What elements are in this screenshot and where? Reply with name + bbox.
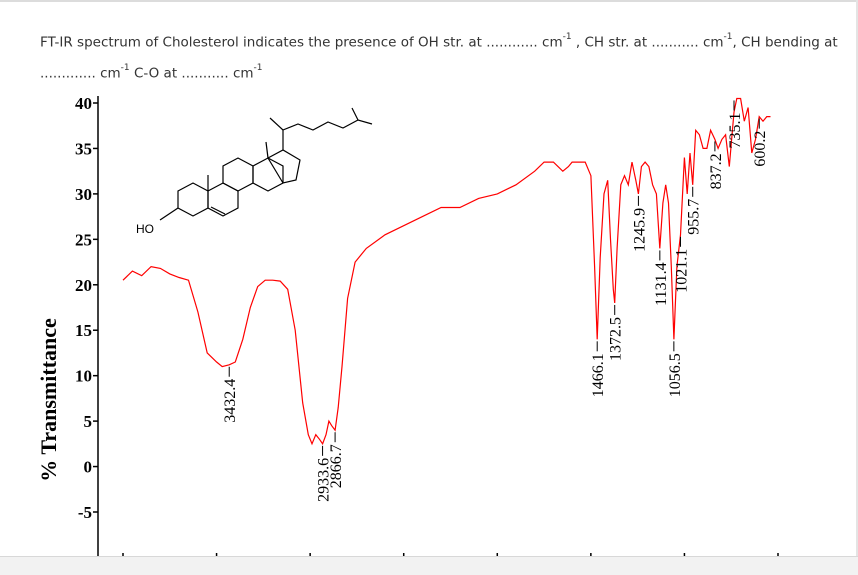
question-text: FT-IR spectrum of Cholesterol indicates … xyxy=(40,26,840,87)
peak-annotation: 735.1 xyxy=(727,100,744,148)
y-tick-label: 15 xyxy=(75,321,92,340)
y-tick-label: 40 xyxy=(75,94,92,113)
hydroxyl-label: HO xyxy=(136,222,154,236)
unit-cm-3: cm xyxy=(100,65,121,81)
peak-label: 1056.5 xyxy=(667,353,684,397)
peak-label: 600.2 xyxy=(752,131,769,167)
top-divider xyxy=(0,0,858,2)
spectrum-line xyxy=(122,97,771,446)
blank-oh: ............ xyxy=(486,34,538,51)
peak-annotation: 1131.4 xyxy=(653,250,670,306)
peak-label: 1021.1 xyxy=(673,249,690,293)
peak-label: 3432.4 xyxy=(222,379,239,423)
peak-annotation: 1245.9 xyxy=(631,195,648,252)
question-part-oh: FT-IR spectrum of Cholesterol indicates … xyxy=(40,34,482,51)
unit-cm-1: cm xyxy=(542,34,563,51)
question-part-ch-str: , CH str. at xyxy=(575,34,648,51)
peak-label: 1466.1 xyxy=(590,353,607,397)
y-tick-label: 20 xyxy=(75,276,92,295)
unit-cm-4: cm xyxy=(232,65,254,81)
peak-annotation: 1466.1 xyxy=(590,341,607,397)
peak-label: 1372.5 xyxy=(608,317,625,361)
blank-ch-str: ........... xyxy=(651,34,699,51)
y-tick-label: 5 xyxy=(84,412,93,431)
y-axis-ticks: 40 35 30 25 20 15 10 5 0 -5 xyxy=(75,94,98,522)
peak-annotation: 2866.7 xyxy=(328,432,345,488)
peak-label: 2866.7 xyxy=(328,444,345,488)
ring-e-five xyxy=(267,149,301,184)
peak-annotation: 955.7 xyxy=(686,186,703,235)
terminal-methyl xyxy=(351,107,359,121)
ring-a xyxy=(177,182,209,217)
peak-annotation: 1056.5 xyxy=(667,341,684,397)
bottom-scroll-bar[interactable] xyxy=(0,556,858,575)
right-divider xyxy=(856,0,858,560)
y-tick-label: 0 xyxy=(84,458,93,477)
side-chain-methyl xyxy=(269,117,284,131)
peak-label: 2933.6 xyxy=(316,458,333,502)
peak-label: 735.1 xyxy=(727,112,744,148)
question-part-ch-bend: , CH bending at xyxy=(732,34,838,51)
peak-annotation: 600.2 xyxy=(752,118,769,167)
peak-annotation: 1021.1 xyxy=(673,236,690,293)
y-tick-label: 10 xyxy=(75,367,92,386)
unit-exponent-1: -1 xyxy=(562,32,572,42)
ring-c xyxy=(222,157,254,192)
question-part-co: C-O at xyxy=(133,65,178,81)
peak-label: 837.2 xyxy=(708,153,725,189)
unit-cm-2: cm xyxy=(702,34,724,51)
blank-ch-bend: ............. xyxy=(40,65,96,81)
y-tick-label: -5 xyxy=(78,503,92,522)
peak-label: 955.7 xyxy=(686,199,703,235)
side-chain xyxy=(282,119,373,150)
peak-annotation: 1372.5 xyxy=(608,304,625,361)
y-tick-label: 35 xyxy=(75,139,92,158)
peak-annotation: 837.2 xyxy=(708,141,725,189)
blank-co: ........... xyxy=(181,65,229,81)
oh-bond xyxy=(159,207,179,221)
unit-exponent-4: -1 xyxy=(253,62,263,73)
peak-label: 1131.4 xyxy=(653,262,670,305)
peak-annotation: 3432.4 xyxy=(222,366,239,423)
y-tick-label: 25 xyxy=(75,230,92,249)
methyl-18 xyxy=(265,141,269,159)
peak-label: 1245.9 xyxy=(631,208,648,252)
double-bond xyxy=(210,206,226,215)
unit-exponent-3: -1 xyxy=(120,62,130,73)
unit-exponent-2: -1 xyxy=(723,32,733,42)
y-tick-label: 30 xyxy=(75,185,92,204)
cholesterol-structure xyxy=(159,107,373,221)
y-axis-label: % Transmittance xyxy=(36,318,61,482)
peak-annotation: 2933.6 xyxy=(316,445,333,502)
